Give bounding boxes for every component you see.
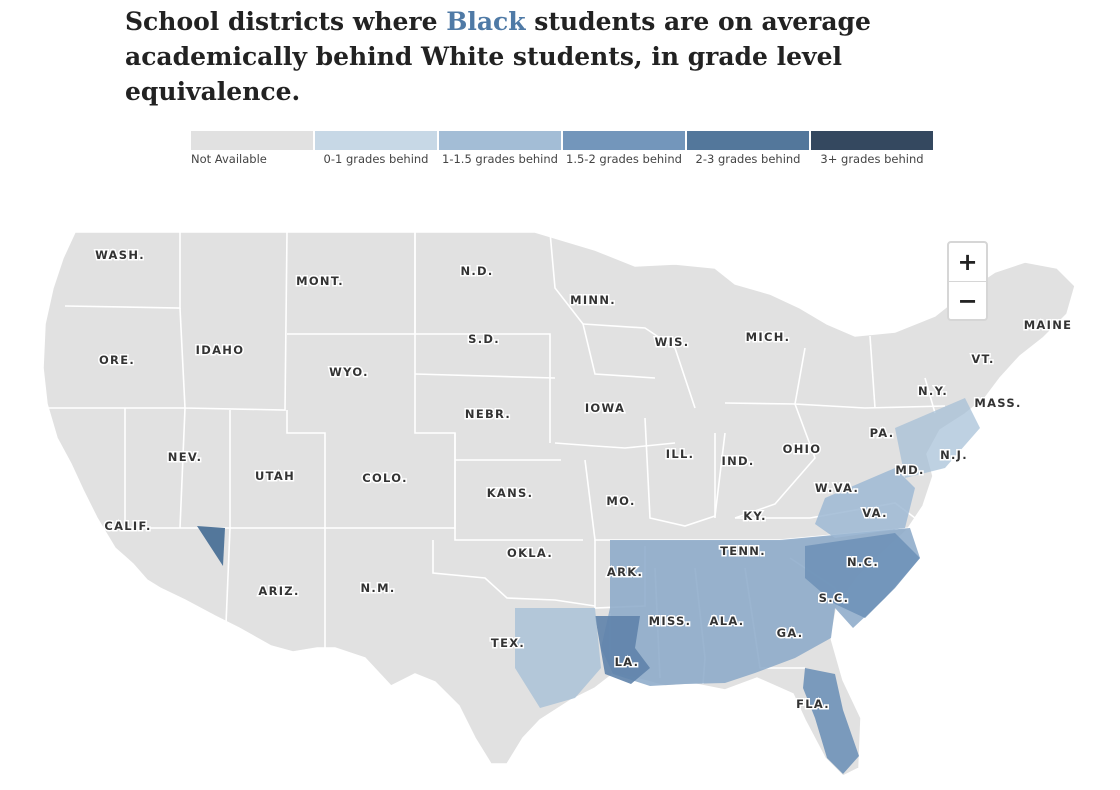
legend-item-0-1: 0-1 grades behind: [315, 131, 437, 167]
state-label: VA.: [862, 506, 888, 520]
state-label: MASS.: [974, 396, 1021, 410]
legend-item-3-plus: 3+ grades behind: [811, 131, 933, 167]
zoom-in-button[interactable]: +: [957, 248, 978, 276]
map-canvas[interactable]: WASH. MONT. N.D. MINN. S.D. WIS. MICH. M…: [35, 228, 1085, 788]
state-label: KANS.: [487, 486, 534, 500]
nevada-region: [197, 526, 225, 566]
title-text-start: School districts where: [125, 7, 447, 36]
state-label: OHIO: [783, 442, 822, 456]
state-label: ARK.: [607, 565, 643, 579]
state-label: N.D.: [460, 264, 493, 278]
legend-item-2-3: 2-3 grades behind: [687, 131, 809, 167]
legend-label: 2-3 grades behind: [695, 152, 801, 166]
state-label: MINN.: [570, 293, 616, 307]
map-title: School districts where Black students ar…: [125, 4, 1025, 109]
legend-swatch: [687, 131, 809, 150]
louisiana-region: [595, 616, 650, 684]
legend-item-not-available: Not Available: [191, 131, 313, 167]
florida-region: [803, 668, 859, 774]
virginia-region: [815, 468, 915, 538]
legend-item-1-1.5: 1-1.5 grades behind: [439, 131, 561, 167]
state-label: PA.: [870, 426, 895, 440]
state-label: MO.: [606, 494, 635, 508]
state-label: S.D.: [468, 332, 500, 346]
legend-label: 0-1 grades behind: [323, 152, 429, 166]
state-label: N.M.: [360, 581, 395, 595]
state-label: IOWA: [585, 401, 625, 415]
east-texas-region: [515, 608, 601, 708]
state-label: ILL.: [666, 447, 695, 461]
state-label: N.C.: [847, 555, 879, 569]
legend-label: 1-1.5 grades behind: [442, 152, 558, 166]
carolinas-region: [805, 533, 920, 618]
state-label: ORE.: [99, 353, 135, 367]
state-label: CALIF.: [104, 519, 151, 533]
zoom-out-button[interactable]: −: [949, 281, 986, 320]
state-label: N.J.: [940, 448, 968, 462]
state-label: IDAHO: [196, 343, 245, 357]
us-map[interactable]: WASH. MONT. N.D. MINN. S.D. WIS. MICH. M…: [35, 228, 1085, 788]
state-label: WIS.: [655, 335, 690, 349]
state-label: MD.: [895, 463, 924, 477]
state-label: MICH.: [746, 330, 791, 344]
title-text-end: students are on average academically beh…: [125, 7, 871, 106]
state-label: N.Y.: [918, 384, 948, 398]
state-label: VT.: [971, 352, 994, 366]
legend-swatch: [191, 131, 313, 150]
legend-label: Not Available: [191, 152, 267, 166]
state-label: KY.: [743, 509, 767, 523]
state-label: WASH.: [95, 248, 145, 262]
state-label: WYO.: [329, 365, 369, 379]
legend-swatch: [439, 131, 561, 150]
legend-swatch: [563, 131, 685, 150]
northeast-region: [895, 398, 980, 478]
legend-swatch: [315, 131, 437, 150]
legend-label: 1.5-2 grades behind: [566, 152, 682, 166]
state-label: MAINE: [1024, 318, 1073, 332]
color-legend: Not Available 0-1 grades behind 1-1.5 gr…: [191, 131, 933, 167]
state-label: MISS.: [649, 614, 692, 628]
state-label: ARIZ.: [258, 584, 299, 598]
state-label: GA.: [777, 626, 804, 640]
legend-item-1.5-2: 1.5-2 grades behind: [563, 131, 685, 167]
state-label: TENN.: [720, 544, 766, 558]
zoom-control: + −: [947, 241, 988, 321]
state-label: NEBR.: [465, 407, 511, 421]
state-label: FLA.: [796, 697, 830, 711]
legend-label: 3+ grades behind: [820, 152, 924, 166]
state-label: COLO.: [362, 471, 408, 485]
state-labels: WASH. MONT. N.D. MINN. S.D. WIS. MICH. M…: [94, 247, 1073, 713]
state-label: OKLA.: [507, 546, 553, 560]
state-label: IND.: [721, 454, 754, 468]
state-label: ALA.: [710, 614, 745, 628]
state-label: LA.: [615, 655, 640, 669]
state-label: W.VA.: [815, 481, 859, 495]
legend-swatch: [811, 131, 933, 150]
state-label: MONT.: [296, 274, 344, 288]
title-accent-word: Black: [446, 7, 526, 36]
state-label: UTAH: [255, 469, 295, 483]
state-label: NEV.: [168, 450, 202, 464]
state-label: S.C.: [819, 591, 850, 605]
state-label: TEX.: [491, 636, 525, 650]
district-regions: [197, 398, 980, 774]
